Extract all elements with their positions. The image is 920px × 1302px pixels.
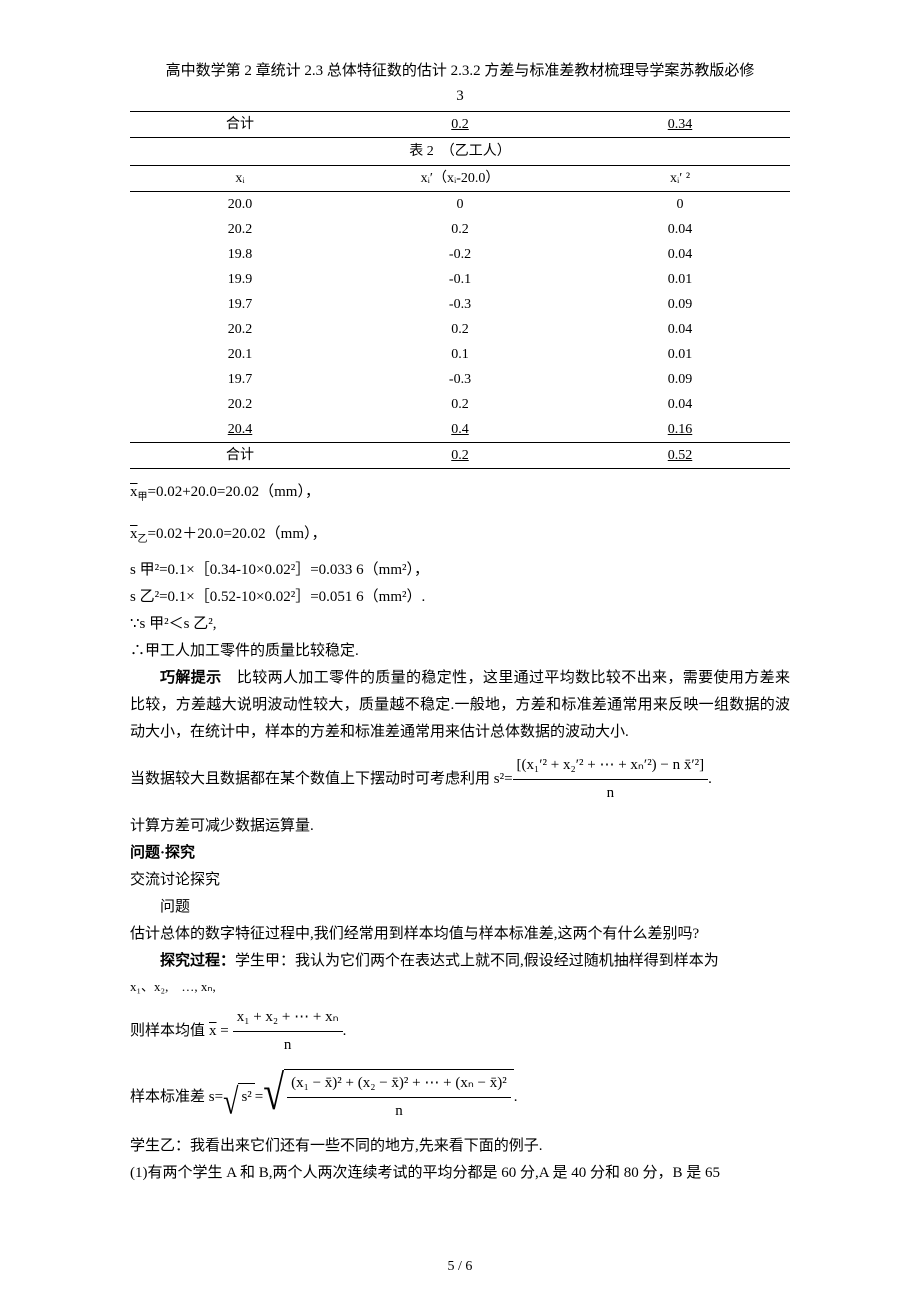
t2-r3-c2: 0.01: [570, 267, 790, 292]
p7b: 比较两人加工零件的质量的稳定性，这里通过平均数比较不出来，需要使用方差来比较，方…: [130, 670, 790, 740]
t2-sum-c0: 合计: [130, 443, 350, 469]
p8: 当数据较大且数据都在某个数值上下摆动时可考虑利用 s²=: [130, 766, 513, 793]
p3: s 甲²=0.1×［0.34-10×0.02²］=0.033 6（mm²），: [130, 557, 790, 584]
page-header-line2: 3: [130, 85, 790, 108]
t2-r0-c0: 20.0: [130, 192, 350, 218]
std-formula: (x₁ − x̄)² + (x₂ − x̄)² + ⋯ + (xₙ − x̄)²…: [287, 1070, 511, 1125]
page-footer: 5 / 6: [0, 1256, 920, 1277]
t2-r6-c0: 20.1: [130, 342, 350, 367]
t2-r3-c1: -0.1: [350, 267, 570, 292]
t2-r4-c0: 19.7: [130, 292, 350, 317]
mean-formula: x₁ + x₂ + ⋯ + xₙ n: [233, 1004, 343, 1059]
t2-r6-c1: 0.1: [350, 342, 570, 367]
p7a: 巧解提示: [160, 670, 222, 686]
t2-r2-c0: 19.8: [130, 242, 350, 267]
p15end: .: [343, 1018, 347, 1045]
t1-sum-c0: 合计: [130, 112, 350, 138]
p16a: 样本标准差 s=: [130, 1084, 223, 1111]
t2-r2-c1: -0.2: [350, 242, 570, 267]
p2: =0.02＋20.0=20.02（mm），: [148, 526, 327, 542]
t2-r5-c2: 0.04: [570, 317, 790, 342]
variance-formula: [(x₁′² + x₂′² + ⋯ + xₙ′²) − n x̄′²] n: [513, 752, 709, 807]
t2-r0-c1: 0: [350, 192, 570, 218]
t1-sum-c1: 0.2: [350, 112, 570, 138]
page-header-line1: 高中数学第 2 章统计 2.3 总体特征数的估计 2.3.2 方差与标准差教材梳…: [130, 60, 790, 83]
t2-h2: xᵢ′ ²: [570, 166, 790, 192]
xbar-yi: x: [130, 527, 138, 542]
t2-r1-c2: 0.04: [570, 217, 790, 242]
t2-r5-c1: 0.2: [350, 317, 570, 342]
t2-r1-c1: 0.2: [350, 217, 570, 242]
h1: 问题·探究: [130, 840, 790, 867]
t2-r3-c0: 19.9: [130, 267, 350, 292]
p5: ∵s 甲²＜s 乙²,: [130, 611, 790, 638]
t2-r1-c0: 20.2: [130, 217, 350, 242]
t2-r4-c1: -0.3: [350, 292, 570, 317]
p15a: 则样本均值: [130, 1018, 205, 1045]
p16eq: =: [255, 1084, 263, 1111]
t2-h0: xᵢ: [130, 166, 350, 192]
sqrt-full: √ (x₁ − x̄)² + (x₂ − x̄)² + ⋯ + (xₙ − x̄…: [263, 1069, 514, 1125]
p14: x₁、x₂, …, xₙ,: [130, 975, 790, 998]
t2-r8-c1: 0.2: [350, 392, 570, 417]
xbar-jia: x: [130, 485, 138, 500]
t2-sum-c2: 0.52: [570, 443, 790, 469]
p13a: 探究过程：: [160, 953, 235, 969]
t2-r5-c0: 20.2: [130, 317, 350, 342]
p11: 问题: [130, 894, 790, 921]
p12: 估计总体的数字特征过程中,我们经常用到样本均值与样本标准差,这两个有什么差别吗?: [130, 921, 790, 948]
t2-r2-c2: 0.04: [570, 242, 790, 267]
table1-sum: 合计 0.2 0.34: [130, 111, 790, 138]
t2-r9-c1: 0.4: [350, 417, 570, 443]
t2-r7-c2: 0.09: [570, 367, 790, 392]
t2-h1: xᵢ′（xᵢ-20.0）: [350, 166, 570, 192]
t1-sum-c2: 0.34: [570, 112, 790, 138]
t2-sum-c1: 0.2: [350, 443, 570, 469]
p9: 计算方差可减少数据运算量.: [130, 813, 790, 840]
t2-r8-c2: 0.04: [570, 392, 790, 417]
p8end: .: [708, 766, 712, 793]
p13b: 学生甲：我认为它们两个在表达式上就不同,假设经过随机抽样得到样本为: [235, 953, 719, 969]
p18: (1)有两个学生 A 和 B,两个人两次连续考试的平均分都是 60 分,A 是 …: [130, 1160, 790, 1187]
p4: s 乙²=0.1×［0.52-10×0.02²］=0.051 6（mm²）.: [130, 584, 790, 611]
t2-r7-c0: 19.7: [130, 367, 350, 392]
p1: =0.02+20.0=20.02（mm），: [148, 484, 320, 500]
p6: ∴甲工人加工零件的质量比较稳定.: [130, 638, 790, 665]
table2-title: 表 2 （乙工人）: [130, 138, 790, 165]
t2-r9-c0: 20.4: [130, 417, 350, 443]
table2: xᵢ xᵢ′（xᵢ-20.0） xᵢ′ ² 20.00020.20.20.041…: [130, 165, 790, 469]
p17: 学生乙：我看出来它们还有一些不同的地方,先来看下面的例子.: [130, 1133, 790, 1160]
p16end: .: [514, 1084, 518, 1111]
t2-r8-c0: 20.2: [130, 392, 350, 417]
t2-r4-c2: 0.09: [570, 292, 790, 317]
t2-r7-c1: -0.3: [350, 367, 570, 392]
t2-r0-c2: 0: [570, 192, 790, 218]
t2-r9-c2: 0.16: [570, 417, 790, 443]
sqrt-s2: √ s²: [223, 1083, 255, 1111]
t2-r6-c2: 0.01: [570, 342, 790, 367]
p10: 交流讨论探究: [130, 867, 790, 894]
